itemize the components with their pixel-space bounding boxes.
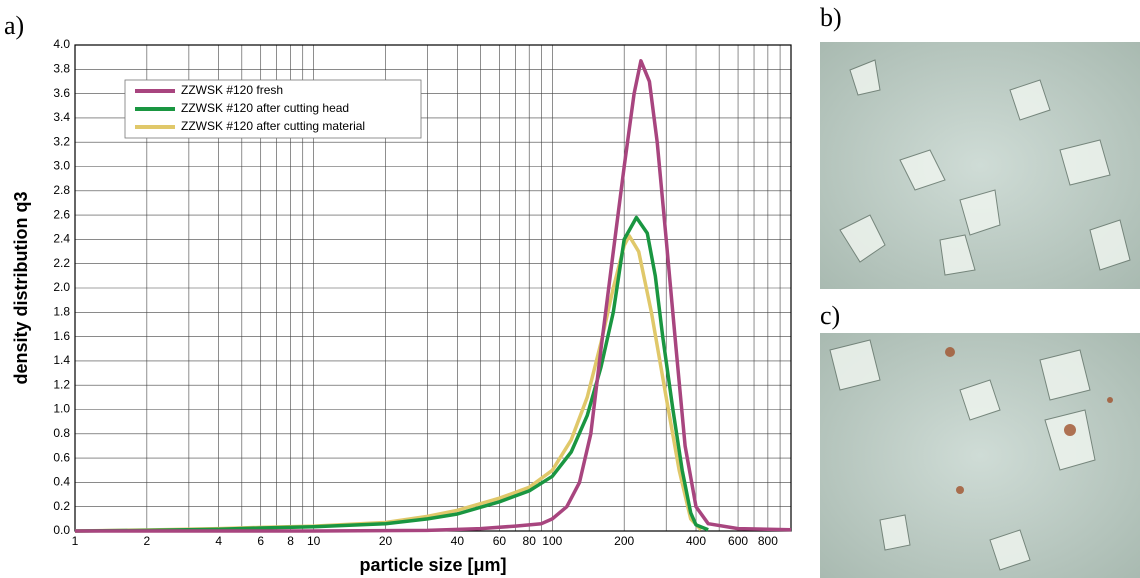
x-tick-label: 10 (307, 534, 321, 548)
y-tick-label: 2.0 (53, 280, 70, 294)
panel-label: a) (4, 11, 24, 40)
y-tick-label: 3.4 (53, 110, 70, 124)
x-tick-label: 2 (144, 534, 151, 548)
panel-label: c) (820, 301, 840, 330)
y-tick-label: 1.6 (53, 329, 70, 343)
x-tick-label: 40 (451, 534, 465, 548)
y-tick-label: 2.4 (53, 232, 70, 246)
y-tick-label: 1.0 (53, 402, 70, 416)
y-tick-label: 0.8 (53, 426, 70, 440)
series-line (75, 59, 792, 533)
y-tick-label: 1.4 (53, 353, 70, 367)
y-tick-label: 2.2 (53, 256, 70, 270)
panel-label: b) (820, 3, 842, 32)
micrograph (820, 42, 1140, 578)
series-line (74, 234, 703, 533)
y-tick-label: 1.8 (53, 304, 70, 318)
y-tick-label: 0.2 (53, 499, 70, 513)
x-tick-label: 800 (758, 534, 778, 548)
legend-label: ZZWSK #120 after cutting material (181, 119, 365, 133)
x-tick-label: 8 (287, 534, 294, 548)
x-tick-label: 100 (542, 534, 562, 548)
y-tick-label: 2.8 (53, 183, 70, 197)
y-tick-label: 0.0 (53, 523, 70, 537)
y-tick-label: 0.4 (53, 475, 70, 489)
series-line (74, 215, 709, 533)
legend-label: ZZWSK #120 fresh (181, 83, 283, 97)
x-tick-label: 80 (523, 534, 537, 548)
y-tick-label: 3.0 (53, 159, 70, 173)
y-tick-label: 1.2 (53, 377, 70, 391)
y-tick-label: 2.6 (53, 207, 70, 221)
x-axis-title: particle size [μm] (359, 555, 506, 575)
legend-label: ZZWSK #120 after cutting head (181, 101, 349, 115)
x-tick-label: 400 (686, 534, 706, 548)
y-tick-label: 3.6 (53, 86, 70, 100)
y-tick-label: 0.6 (53, 450, 70, 464)
x-tick-label: 6 (257, 534, 264, 548)
x-tick-label: 200 (614, 534, 634, 548)
x-tick-label: 20 (379, 534, 393, 548)
x-tick-label: 600 (728, 534, 748, 548)
plot: 0.0 0.2 0.4 0.6 0.8 1.0 1.2 1.4 1.6 1.8 2.0 2.2 2.4 2… (53, 37, 792, 548)
y-axis-title: density distribution q3 (11, 191, 31, 384)
x-tick-label: 1 (72, 534, 79, 548)
y-tick-label: 3.2 (53, 134, 70, 148)
x-tick-label: 60 (493, 534, 507, 548)
x-tick-label: 4 (215, 534, 222, 548)
y-tick-label: 3.8 (53, 61, 70, 75)
y-tick-label: 4.0 (53, 37, 70, 51)
